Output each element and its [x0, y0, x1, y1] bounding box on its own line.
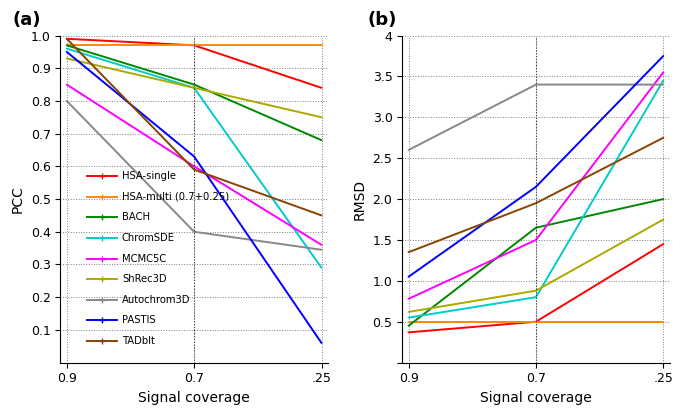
Y-axis label: RMSD: RMSD	[353, 178, 367, 220]
Text: BACH: BACH	[122, 213, 150, 223]
X-axis label: Signal coverage: Signal coverage	[480, 391, 592, 405]
Text: HSA-multi (0.7+0.25): HSA-multi (0.7+0.25)	[122, 192, 229, 202]
Text: MCMC5C: MCMC5C	[122, 254, 166, 264]
Text: PASTIS: PASTIS	[122, 315, 155, 325]
Text: Autochrom3D: Autochrom3D	[122, 295, 190, 305]
Text: (b): (b)	[367, 11, 397, 29]
Y-axis label: PCC: PCC	[11, 185, 25, 213]
Text: HSA-single: HSA-single	[122, 171, 176, 181]
Text: TADblt: TADblt	[122, 336, 155, 346]
Text: (a): (a)	[12, 11, 40, 29]
X-axis label: Signal coverage: Signal coverage	[138, 391, 250, 405]
Text: ChromSDE: ChromSDE	[122, 233, 175, 243]
Text: ShRec3D: ShRec3D	[122, 274, 166, 284]
